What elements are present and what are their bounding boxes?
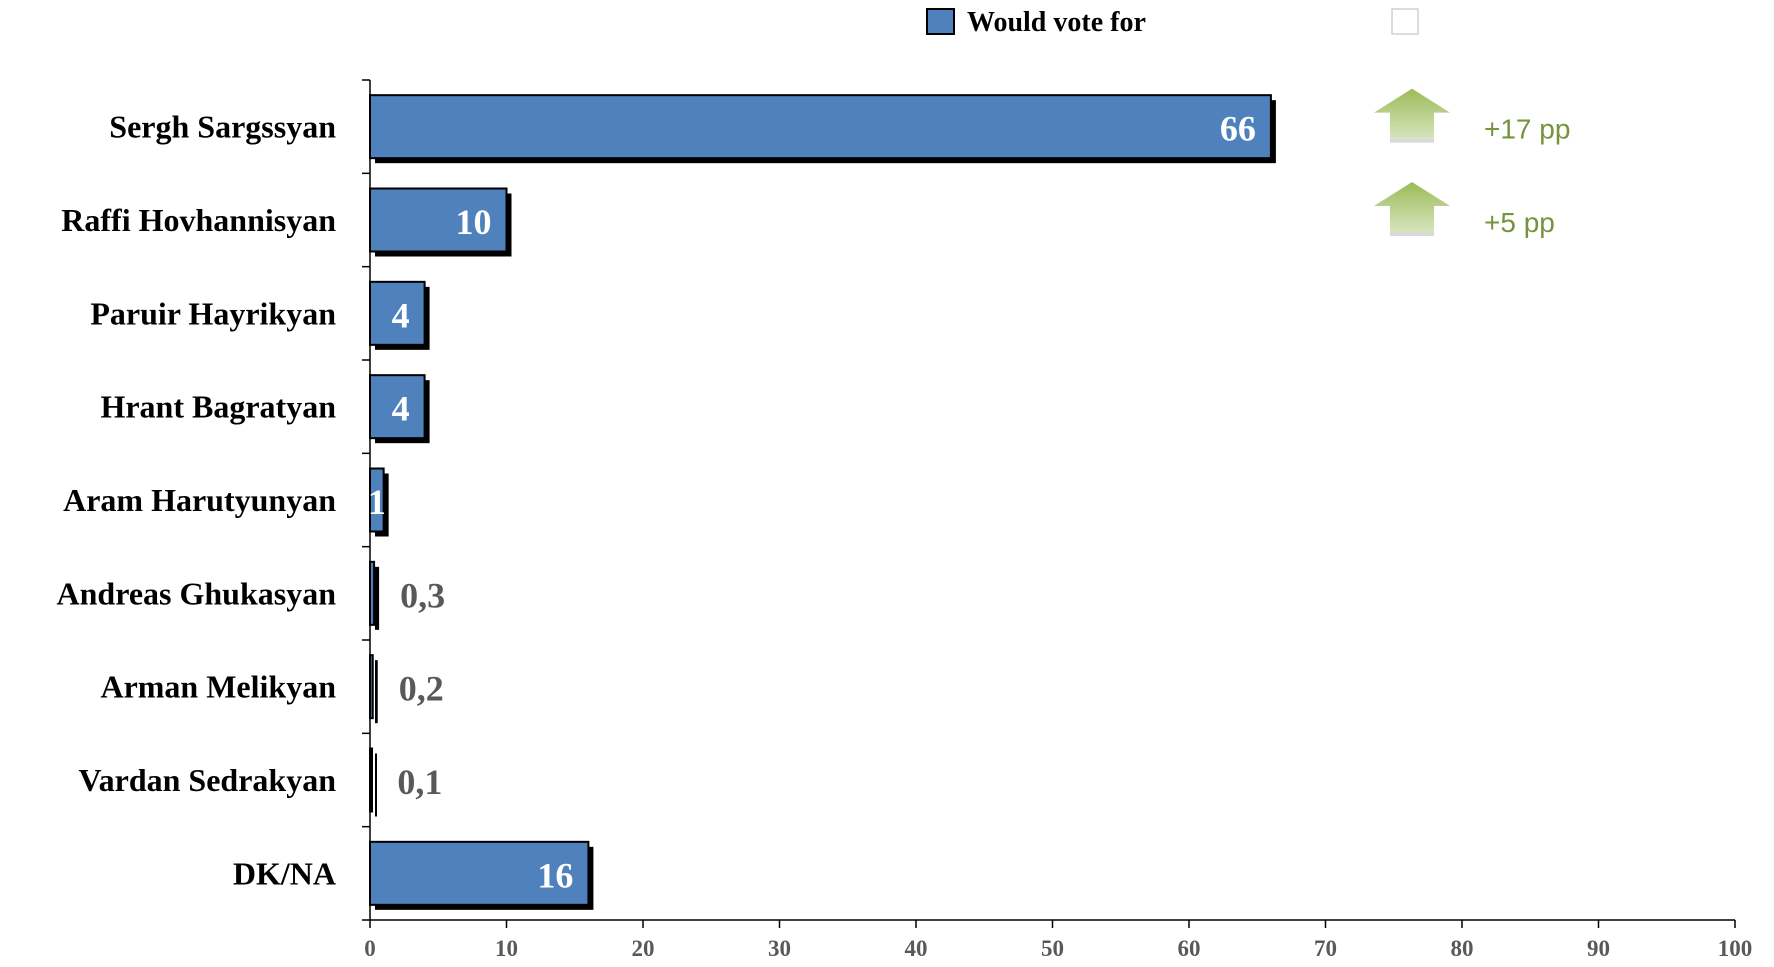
value-label: 10 [456, 202, 492, 242]
bar [369, 280, 426, 346]
up-arrow-icon [1374, 182, 1450, 232]
value-label: 4 [392, 295, 410, 335]
x-tick-label: 70 [1314, 936, 1337, 961]
legend-swatch-empty [1391, 8, 1419, 35]
bar [369, 654, 374, 720]
bar [369, 374, 426, 440]
x-tick-label: 100 [1718, 936, 1753, 961]
x-tick-label: 80 [1451, 936, 1474, 961]
plot-area: 0 10 20 30 40 50 60 70 80 90 100 Sergh Sargssyan 66 R… [56, 79, 1753, 961]
category-label: Paruir Hayrikyan [90, 295, 336, 331]
x-tick-label: 10 [495, 936, 518, 961]
arrow-shadow [1390, 232, 1434, 236]
category-label: DK/NA [233, 855, 336, 891]
bar [369, 840, 590, 906]
legend: Would vote for [926, 7, 1419, 38]
bar [369, 187, 508, 253]
x-tick-label: 30 [768, 936, 791, 961]
change-label: +5 pp [1484, 207, 1555, 238]
category-label: Sergh Sargssyan [109, 109, 336, 145]
bar [369, 467, 385, 533]
x-tick-label: 0 [364, 936, 376, 961]
change-label: +17 pp [1484, 114, 1570, 145]
legend-label-would-vote-for: Would vote for [967, 7, 1146, 38]
bar-shadow [375, 660, 378, 724]
x-tick-label: 40 [905, 936, 928, 961]
up-arrow-icon [1374, 88, 1450, 139]
value-label: 16 [537, 855, 573, 895]
value-label: 66 [1220, 109, 1256, 149]
x-tick-label: 50 [1041, 936, 1064, 961]
bar [369, 94, 1272, 160]
bar-shadow [375, 753, 377, 817]
category-label: Hrant Bagratyan [100, 389, 336, 425]
x-tick-label: 60 [1178, 936, 1201, 961]
x-tick-label: 90 [1587, 936, 1610, 961]
arrow-shadow [1390, 138, 1434, 143]
category-label: Aram Harutyunyan [63, 482, 336, 518]
bar [369, 560, 376, 626]
category-label: Arman Melikyan [100, 669, 336, 705]
value-label: 1 [368, 482, 386, 522]
category-label: Andreas Ghukasyan [56, 575, 336, 611]
bar-shadow [375, 566, 380, 630]
legend-swatch-would-vote-for [926, 8, 955, 35]
x-tick-label: 20 [632, 936, 655, 961]
category-label: Vardan Sedrakyan [78, 762, 336, 798]
value-label: 0,1 [397, 762, 442, 802]
category-label: Raffi Hovhannisyan [61, 202, 336, 238]
value-label: 4 [392, 389, 410, 429]
bar [369, 747, 373, 813]
value-label: 0,2 [399, 669, 444, 709]
value-label: 0,3 [400, 575, 445, 615]
